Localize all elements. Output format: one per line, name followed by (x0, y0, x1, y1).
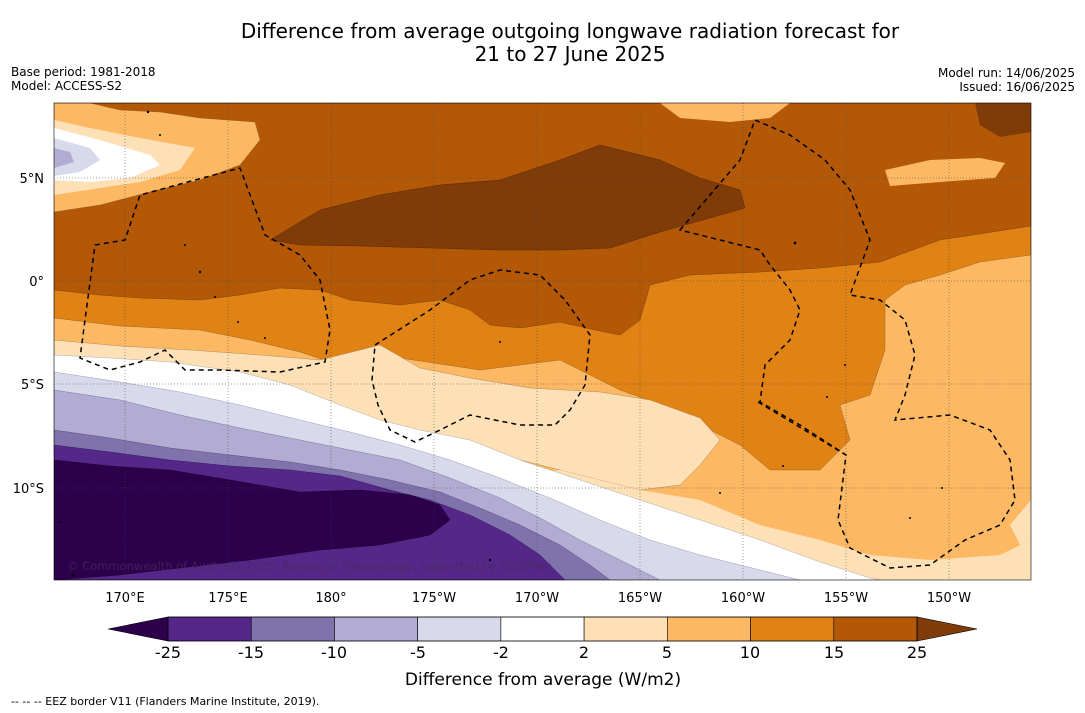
lon-tick-label: 175°W (412, 591, 456, 606)
lon-tick-label: 170°E (105, 591, 145, 606)
colorbar-tick-label: -10 (321, 643, 347, 662)
title-line-1: Difference from average outgoing longwav… (240, 19, 900, 43)
colorbar-tick-label: 25 (907, 643, 927, 662)
lat-tick-label: 10°S (13, 482, 44, 497)
band-ne-light (885, 158, 1005, 186)
colorbar-segment (750, 616, 835, 642)
colorbar-segment (500, 616, 585, 642)
lat-tick-label: 5°S (21, 378, 44, 393)
lon-tick-label: 150°W (927, 591, 971, 606)
lat-tick-label: 5°N (20, 172, 45, 187)
lon-tick-label: 175°E (208, 591, 248, 606)
colorbar-segment (583, 616, 668, 642)
eez-legend: -- -- -- EEZ border V11 (Flanders Marine… (11, 695, 320, 708)
colorbar-segment (167, 616, 252, 642)
band-nw-violet (54, 148, 74, 168)
title-line-2: 21 to 27 June 2025 (474, 42, 666, 66)
band-2-5-east (1010, 500, 1031, 545)
colorbar-segment (833, 616, 918, 642)
colorbar-tick-label: 10 (740, 643, 760, 662)
colorbar-tick-label: -25 (155, 643, 181, 662)
lon-tick-label: 160°W (721, 591, 765, 606)
colorbar-tick-label: -15 (238, 643, 264, 662)
colorbar-ticks: -25 -15 -10 -5 -2 2 5 10 15 25 (155, 643, 927, 662)
lon-tick-label: 155°W (824, 591, 868, 606)
colorbar: -25 -15 -10 -5 -2 2 5 10 15 25 Differenc… (107, 616, 978, 690)
colorbar-tick-label: 2 (579, 643, 589, 662)
meta-left: Base period: 1981-2018 Model: ACCESS-S2 (11, 65, 156, 93)
longitude-ticks: 170°E 175°E 180° 175°W 170°W 165°W 160°W… (105, 591, 971, 606)
islands (59, 110, 943, 577)
colorbar-tick-label: -5 (410, 643, 426, 662)
band-above-25-ne (975, 103, 1031, 137)
lat-tick-label: 0° (29, 275, 44, 290)
colorbar-segment (334, 616, 418, 642)
colorbar-tick-label: 5 (662, 643, 672, 662)
meta-right: Model run: 14/06/2025 Issued: 16/06/2025 (938, 66, 1075, 94)
lon-tick-label: 165°W (618, 591, 662, 606)
eez-borders (79, 119, 1016, 569)
issued-date: Issued: 16/06/2025 (959, 80, 1075, 94)
lon-tick-label: 170°W (515, 591, 559, 606)
map-title: Difference from average outgoing longwav… (0, 20, 1085, 66)
colorbar-min-extension (107, 616, 169, 642)
model-name: Model: ACCESS-S2 (11, 79, 123, 93)
graticule (54, 103, 1031, 580)
colorbar-segment (250, 616, 335, 642)
colorbar-title: Difference from average (W/m2) (405, 670, 681, 690)
colorbar-tick-label: 15 (824, 643, 844, 662)
band-n-light (660, 103, 790, 122)
colorbar-segment (417, 616, 502, 642)
colorbar-segment (667, 616, 751, 642)
band-nw-lavender (54, 138, 100, 176)
colorbar-segments (167, 616, 918, 642)
latitude-ticks: 5°N 0° 5°S 10°S (13, 172, 44, 497)
band-below-25 (54, 459, 451, 580)
lon-tick-label: 180° (315, 591, 346, 606)
colorbar-frame (167, 616, 918, 642)
olr-anomaly-field (54, 103, 1031, 580)
map-frame (53, 102, 1032, 581)
base-period: Base period: 1981-2018 (11, 65, 156, 79)
copyright-text: © Commonwealth of Australia 2025, Bureau… (67, 559, 551, 573)
colorbar-tick-label: -2 (493, 643, 509, 662)
colorbar-max-extension (916, 616, 978, 642)
band-above-25 (269, 144, 746, 251)
model-run: Model run: 14/06/2025 (937, 66, 1075, 80)
